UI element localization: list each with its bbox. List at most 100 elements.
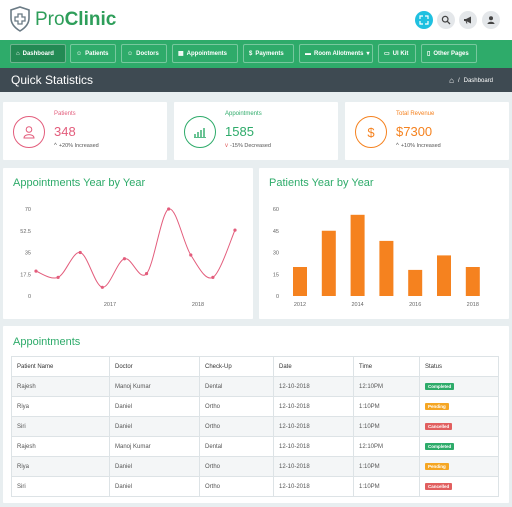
column-header: Check-Up: [199, 356, 274, 377]
cell-date: 12-10-2018: [273, 416, 354, 437]
bar: [379, 240, 394, 296]
table-row[interactable]: Siri Daniel Ortho 12-10-2018 1:10PM Cancelled: [11, 476, 499, 497]
breadcrumb: ⌂ / Dashboard: [449, 76, 493, 85]
fullscreen-button[interactable]: [415, 11, 433, 29]
table-row[interactable]: Riya Daniel Ortho 12-10-2018 1:10PM Pending: [11, 456, 499, 477]
nav-dashboard[interactable]: ⌂ Dashboard: [10, 44, 66, 63]
cell-date: 12-10-2018: [273, 476, 354, 497]
breadcrumb-current: Dashboard: [463, 77, 493, 84]
table-row[interactable]: Siri Daniel Ortho 12-10-2018 1:10PM Cancelled: [11, 416, 499, 437]
y-tick-label: 35: [25, 251, 31, 257]
cell-patient: Rajesh: [11, 436, 110, 457]
chevron-down-icon: ▾: [366, 51, 370, 57]
search-button[interactable]: [437, 11, 455, 29]
cell-checkup: Ortho: [199, 396, 274, 417]
megaphone-icon: [464, 16, 471, 24]
file-icon: ▯: [427, 51, 431, 57]
cell-date: 12-10-2018: [273, 396, 354, 417]
cell-patient: Rajesh: [11, 376, 110, 397]
status-badge: Cancelled: [425, 483, 453, 490]
appointments-line-chart: 0 17.5 35 52.5 70 2017 2018: [20, 207, 237, 308]
brand-name-prefix: Pro: [35, 9, 65, 30]
patients-bar-chart: 0 15 30 45 60 2012 2014 2016 2018: [273, 207, 480, 308]
data-point: [56, 275, 60, 279]
bar: [293, 267, 307, 296]
stat-value: $7300: [396, 124, 433, 139]
nav-payments[interactable]: $ Payments: [243, 44, 294, 63]
fullscreen-icon: [419, 15, 429, 25]
table-row[interactable]: Rajesh Manoj Kumar Dental 12-10-2018 12:10PM…: [11, 376, 499, 397]
y-tick-label: 15: [273, 272, 279, 278]
cell-patient: Riya: [11, 456, 110, 477]
stat-trend: ^ +10% Increased: [396, 143, 441, 149]
nav-appointments[interactable]: ▦ Appointments: [172, 44, 238, 63]
x-tick-label: 2016: [409, 302, 421, 308]
data-point: [122, 257, 127, 261]
y-tick-label: 45: [273, 229, 279, 235]
nav-other-pages[interactable]: ▯ Other Pages: [421, 44, 477, 63]
x-tick-label: 2017: [104, 302, 116, 308]
column-header: Status: [419, 356, 499, 377]
data-point: [167, 207, 171, 211]
home-icon[interactable]: ⌂: [449, 76, 454, 85]
data-point: [100, 285, 104, 289]
cell-time: 1:10PM: [353, 476, 420, 497]
nav-ui-kit[interactable]: ▭ UI Kit: [378, 44, 416, 63]
stat-label: Appointments: [225, 111, 262, 117]
cell-status: Cancelled: [419, 476, 499, 497]
column-header: Date: [273, 356, 354, 377]
patient-stat-icon: [13, 116, 45, 148]
breadcrumb-separator: /: [457, 77, 460, 84]
appointments-series-line: [35, 208, 236, 288]
cell-doctor: Manoj Kumar: [109, 376, 200, 397]
cell-checkup: Ortho: [199, 476, 274, 497]
cell-patient: Siri: [11, 476, 110, 497]
nav-doctors[interactable]: ☺ Doctors: [121, 44, 167, 63]
cell-status: Completed: [419, 376, 499, 397]
x-tick-label: 2018: [467, 302, 479, 308]
cell-time: 1:10PM: [353, 456, 420, 477]
cell-date: 12-10-2018: [273, 436, 354, 457]
stat-card-appointments: Appointments 1585 v -15% Decreased: [174, 102, 338, 160]
nav-room-allotments[interactable]: ▬ Room Allotments ▾: [299, 44, 373, 63]
nav-patients[interactable]: ☺ Patients: [70, 44, 116, 63]
y-tick-label: 52.5: [20, 229, 31, 235]
cell-checkup: Ortho: [199, 416, 274, 437]
stat-value: 1585: [225, 124, 254, 139]
cell-doctor: Daniel: [109, 416, 200, 437]
table-title: Appointments: [13, 336, 81, 348]
window-icon: ▭: [384, 51, 390, 57]
y-tick-label: 30: [273, 251, 279, 257]
search-icon: [441, 15, 451, 25]
chevron-up-icon: ^: [396, 143, 399, 149]
cell-doctor: Daniel: [109, 456, 200, 477]
x-tick-label: 2012: [294, 302, 306, 308]
cell-checkup: Dental: [199, 436, 274, 457]
user-icon: [487, 16, 495, 24]
brand-logo[interactable]: ProClinic: [35, 9, 116, 31]
data-point: [78, 250, 82, 255]
table-row[interactable]: Riya Daniel Ortho 12-10-2018 1:10PM Pending: [11, 396, 499, 417]
table-row[interactable]: Rajesh Manoj Kumar Dental 12-10-2018 12:10PM…: [11, 436, 499, 457]
cell-time: 12:10PM: [353, 376, 420, 397]
status-badge: Cancelled: [425, 423, 453, 430]
data-point: [189, 253, 193, 257]
table-header-row: Patient Name Doctor Check-Up Date Time S…: [11, 356, 499, 377]
stat-label: Total Revenue: [396, 111, 435, 117]
cell-patient: Siri: [11, 416, 110, 437]
cell-checkup: Dental: [199, 376, 274, 397]
stat-label: Patients: [54, 111, 76, 117]
notifications-button[interactable]: [459, 11, 477, 29]
top-bar: ProClinic: [0, 0, 512, 40]
y-tick-label: 60: [273, 207, 279, 213]
calendar-icon: ▦: [178, 51, 184, 57]
bar: [465, 267, 480, 296]
page-header: Quick Statistics ⌂ / Dashboard: [0, 68, 512, 92]
status-badge: Completed: [425, 443, 455, 450]
home-icon: ⌂: [16, 50, 20, 57]
status-badge: Pending: [425, 463, 449, 470]
cell-doctor: Manoj Kumar: [109, 436, 200, 457]
y-tick-label: 0: [28, 294, 31, 300]
page-title: Quick Statistics: [11, 73, 94, 87]
user-menu-button[interactable]: [482, 11, 500, 29]
